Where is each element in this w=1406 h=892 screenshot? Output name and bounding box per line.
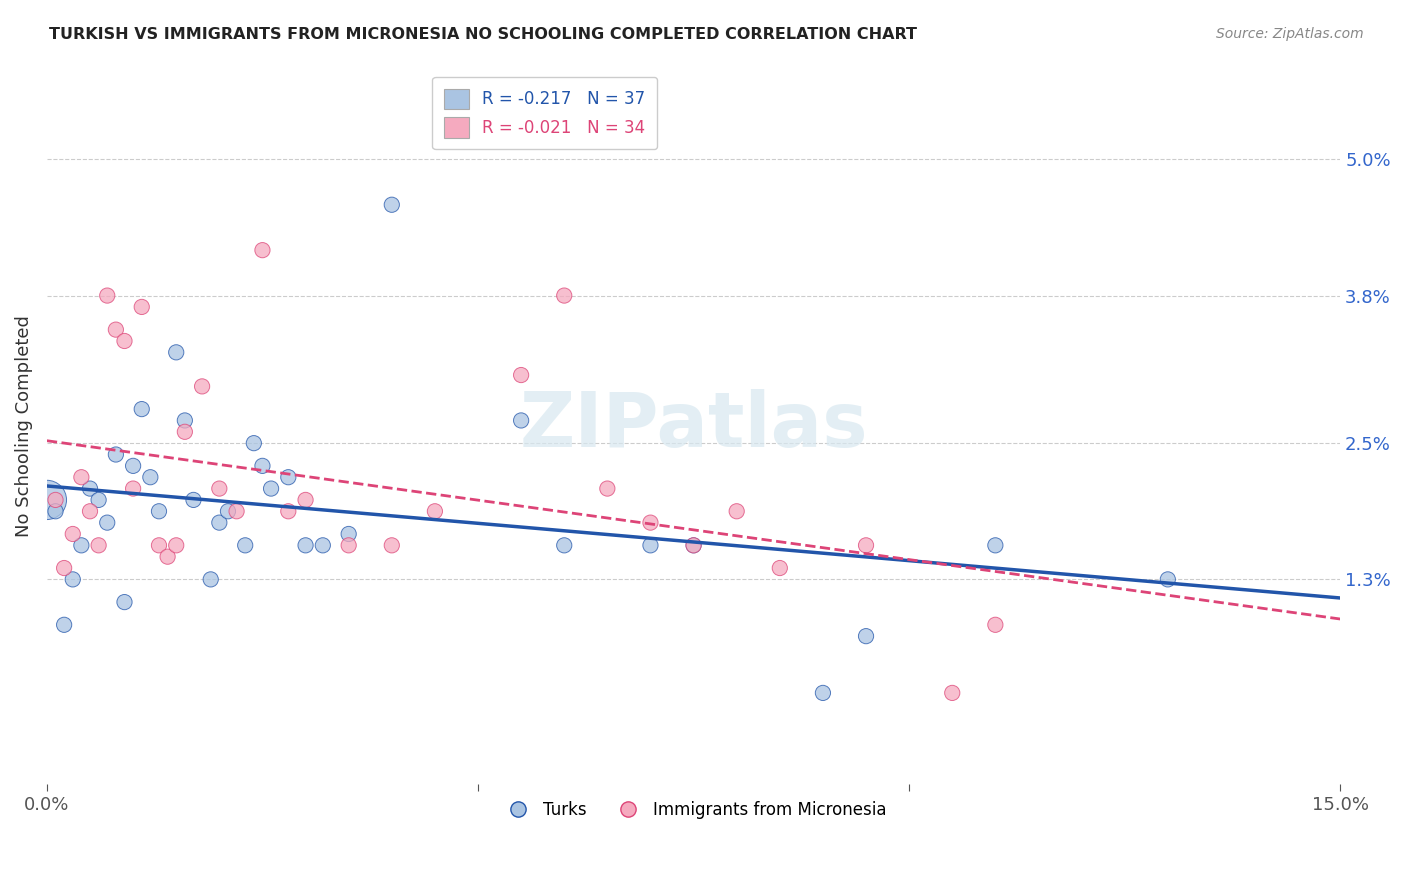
Point: [148, 504, 170, 518]
Point: [131, 402, 153, 417]
Point: [984, 617, 1007, 632]
Point: [131, 300, 153, 314]
Point: [811, 686, 834, 700]
Point: [122, 482, 145, 496]
Point: [510, 368, 533, 382]
Point: [640, 538, 662, 552]
Point: [277, 504, 299, 518]
Point: [53, 617, 76, 632]
Point: [337, 527, 360, 541]
Point: [87, 538, 110, 552]
Point: [260, 482, 283, 496]
Point: [510, 413, 533, 427]
Point: [381, 538, 404, 552]
Point: [62, 573, 84, 587]
Point: [553, 288, 575, 302]
Point: [114, 334, 136, 348]
Point: [104, 323, 127, 337]
Point: [139, 470, 162, 484]
Text: TURKISH VS IMMIGRANTS FROM MICRONESIA NO SCHOOLING COMPLETED CORRELATION CHART: TURKISH VS IMMIGRANTS FROM MICRONESIA NO…: [49, 27, 917, 42]
Y-axis label: No Schooling Completed: No Schooling Completed: [15, 315, 32, 537]
Point: [200, 573, 222, 587]
Point: [252, 243, 274, 257]
Point: [596, 482, 619, 496]
Point: [233, 538, 256, 552]
Point: [173, 413, 195, 427]
Point: [44, 504, 66, 518]
Point: [682, 538, 704, 552]
Point: [96, 516, 118, 530]
Point: [381, 198, 404, 212]
Point: [855, 629, 877, 643]
Point: [114, 595, 136, 609]
Point: [984, 538, 1007, 552]
Point: [725, 504, 748, 518]
Point: [79, 504, 101, 518]
Point: [70, 538, 93, 552]
Point: [208, 516, 231, 530]
Point: [156, 549, 179, 564]
Point: [191, 379, 214, 393]
Point: [1157, 573, 1180, 587]
Point: [104, 448, 127, 462]
Point: [682, 538, 704, 552]
Text: ZIPatlas: ZIPatlas: [519, 389, 868, 463]
Point: [277, 470, 299, 484]
Point: [183, 492, 205, 507]
Point: [423, 504, 446, 518]
Point: [70, 470, 93, 484]
Point: [44, 492, 66, 507]
Point: [769, 561, 792, 575]
Point: [208, 482, 231, 496]
Point: [87, 492, 110, 507]
Point: [148, 538, 170, 552]
Legend: Turks, Immigrants from Micronesia: Turks, Immigrants from Micronesia: [494, 794, 893, 825]
Point: [35, 492, 58, 507]
Point: [553, 538, 575, 552]
Point: [294, 538, 316, 552]
Point: [640, 516, 662, 530]
Point: [312, 538, 335, 552]
Point: [225, 504, 247, 518]
Point: [173, 425, 195, 439]
Point: [294, 492, 316, 507]
Point: [53, 561, 76, 575]
Point: [62, 527, 84, 541]
Point: [165, 538, 187, 552]
Text: Source: ZipAtlas.com: Source: ZipAtlas.com: [1216, 27, 1364, 41]
Point: [243, 436, 266, 450]
Point: [96, 288, 118, 302]
Point: [165, 345, 187, 359]
Point: [337, 538, 360, 552]
Point: [855, 538, 877, 552]
Point: [79, 482, 101, 496]
Point: [941, 686, 963, 700]
Point: [217, 504, 239, 518]
Point: [252, 458, 274, 473]
Point: [122, 458, 145, 473]
